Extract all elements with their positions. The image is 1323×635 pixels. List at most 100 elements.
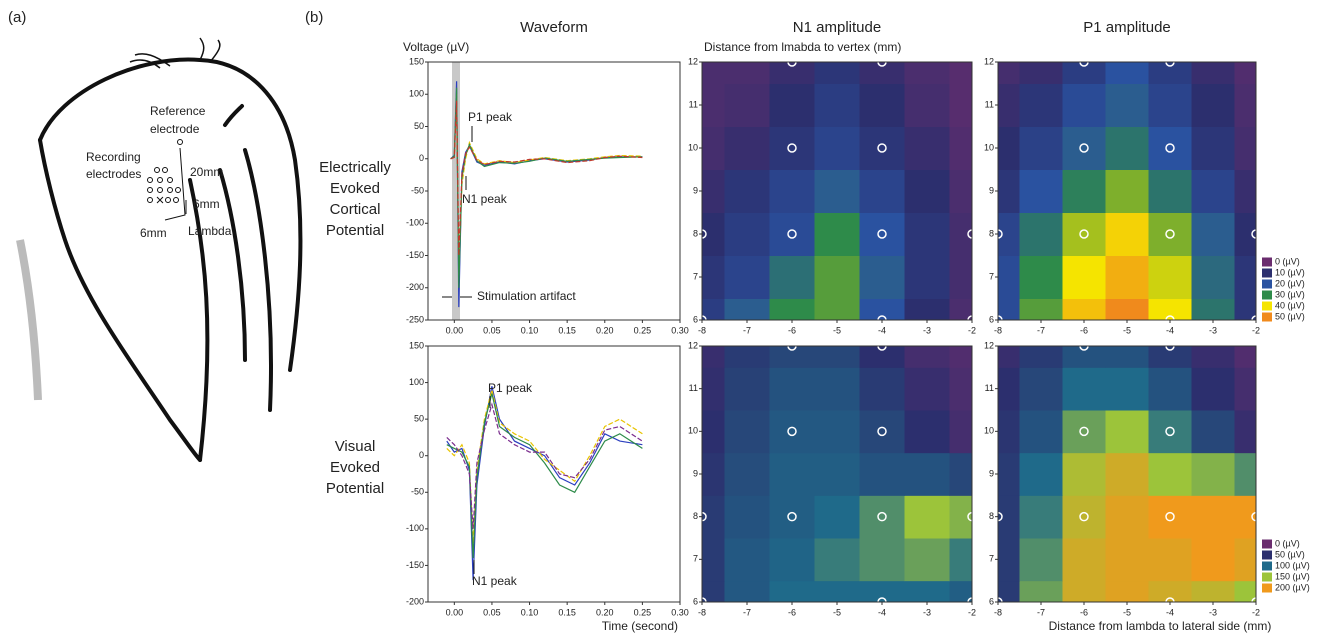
heat-cell <box>1062 367 1106 411</box>
heat-cell <box>949 212 973 256</box>
heat-cell <box>859 495 905 539</box>
heat-cell <box>859 83 905 127</box>
heat-cell <box>1105 346 1149 368</box>
heat-cell <box>1105 126 1149 170</box>
heat-cell <box>1148 62 1192 84</box>
heat-cell <box>859 126 905 170</box>
x-tick-label: -6 <box>1080 325 1088 335</box>
panel-label: (b) <box>305 9 323 26</box>
annotation: Stimulation artifact <box>477 289 576 303</box>
electrode-marker <box>1165 143 1175 153</box>
heat-cell <box>1062 298 1106 321</box>
y-tick-label: -100 <box>406 218 424 228</box>
electrode-marker <box>1165 426 1175 437</box>
electrode-marker <box>1165 229 1175 239</box>
electrode-marker <box>1165 511 1175 522</box>
heat-cell <box>998 495 1020 539</box>
heat-cell <box>998 580 1020 603</box>
legend-label: 100 (µV) <box>1275 560 1310 570</box>
waveform-line <box>446 386 643 581</box>
heat-cell <box>1234 255 1257 299</box>
heat-cell <box>702 346 725 368</box>
heat-cell <box>1105 255 1149 299</box>
heat-cell <box>1191 410 1235 454</box>
legend-swatch <box>1262 561 1272 571</box>
heat-cell <box>1148 495 1192 539</box>
electrode-marker <box>877 143 887 153</box>
x-tick-label: -3 <box>923 325 931 335</box>
heat-cell <box>814 346 860 368</box>
heat-cell <box>949 410 973 454</box>
legend-label: 10 (µV) <box>1275 267 1305 277</box>
heat-cell <box>1062 346 1106 368</box>
heat-cell <box>1148 83 1192 127</box>
legend-label: 50 (µV) <box>1275 311 1305 321</box>
y-tick-label: 12 <box>984 340 994 350</box>
heat-cell <box>1148 346 1192 368</box>
annotation: 20mm <box>190 165 223 179</box>
heat-cell <box>1062 169 1106 213</box>
plot-frame <box>427 345 681 603</box>
annotation: Reference <box>150 104 206 118</box>
heat-cell <box>1062 580 1106 603</box>
electrode-marker <box>787 426 797 437</box>
y-tick-label: 100 <box>409 89 424 99</box>
heat-cell <box>1019 538 1063 582</box>
heat-cell <box>769 62 815 84</box>
y-tick-label: 12 <box>984 56 994 66</box>
heat-cell <box>724 62 770 84</box>
heat-cell <box>1019 255 1063 299</box>
legend-swatch <box>1262 572 1272 582</box>
y-tick-label: 8 <box>693 228 698 238</box>
y-tick-label: 8 <box>989 228 994 238</box>
x-tick-label: -3 <box>923 607 931 617</box>
y-tick-label: 11 <box>689 383 698 393</box>
x-tick-label: -3 <box>1209 607 1217 617</box>
heat-cell <box>769 346 815 368</box>
heat-cell <box>814 126 860 170</box>
row-label: Cortical <box>330 201 381 218</box>
heat-cell <box>814 495 860 539</box>
y-tick-label: 9 <box>693 185 698 195</box>
heat-cell <box>998 126 1020 170</box>
waveform-line <box>446 389 643 544</box>
x-tick-label: 0.00 <box>446 607 464 617</box>
heat-cell <box>1191 452 1235 496</box>
electrode-marker <box>787 143 797 153</box>
annotation: 6mm <box>193 197 220 211</box>
x-axis-title: Time (second) <box>602 619 678 633</box>
heat-cell <box>702 126 725 170</box>
heat-cell <box>904 169 950 213</box>
row-label: Evoked <box>330 180 380 197</box>
y-tick-label: -200 <box>406 596 424 606</box>
heat-cell <box>1148 255 1192 299</box>
heat-cell <box>1148 169 1192 213</box>
heat-cell <box>1234 452 1257 496</box>
heat-cell <box>1148 212 1192 256</box>
legend-label: 0 (µV) <box>1275 256 1300 266</box>
heat-cell <box>859 538 905 582</box>
heat-cell <box>724 298 770 321</box>
heat-cell <box>1191 169 1235 213</box>
heat-cell <box>1019 169 1063 213</box>
legend-swatch <box>1262 539 1272 549</box>
y-tick-label: 6 <box>693 314 698 324</box>
heat-cell <box>1105 495 1149 539</box>
heat-cell <box>702 495 725 539</box>
x-tick-label: -2 <box>968 325 976 335</box>
waveform-line <box>446 393 643 559</box>
heat-cell <box>1062 495 1106 539</box>
legend-swatch <box>1262 550 1272 560</box>
heat-cell <box>904 298 950 321</box>
x-tick-label: -5 <box>1123 325 1131 335</box>
heat-cell <box>859 367 905 411</box>
x-tick-label: -4 <box>878 325 886 335</box>
y-tick-label: 12 <box>688 340 698 350</box>
heat-cell <box>1191 126 1235 170</box>
y-tick-label: 9 <box>989 185 994 195</box>
head-drawing <box>16 37 303 462</box>
legend-swatch <box>1262 279 1272 289</box>
heat-cell <box>1234 410 1257 454</box>
annotation: electrode <box>150 122 200 136</box>
annotation: Recording <box>86 150 141 164</box>
